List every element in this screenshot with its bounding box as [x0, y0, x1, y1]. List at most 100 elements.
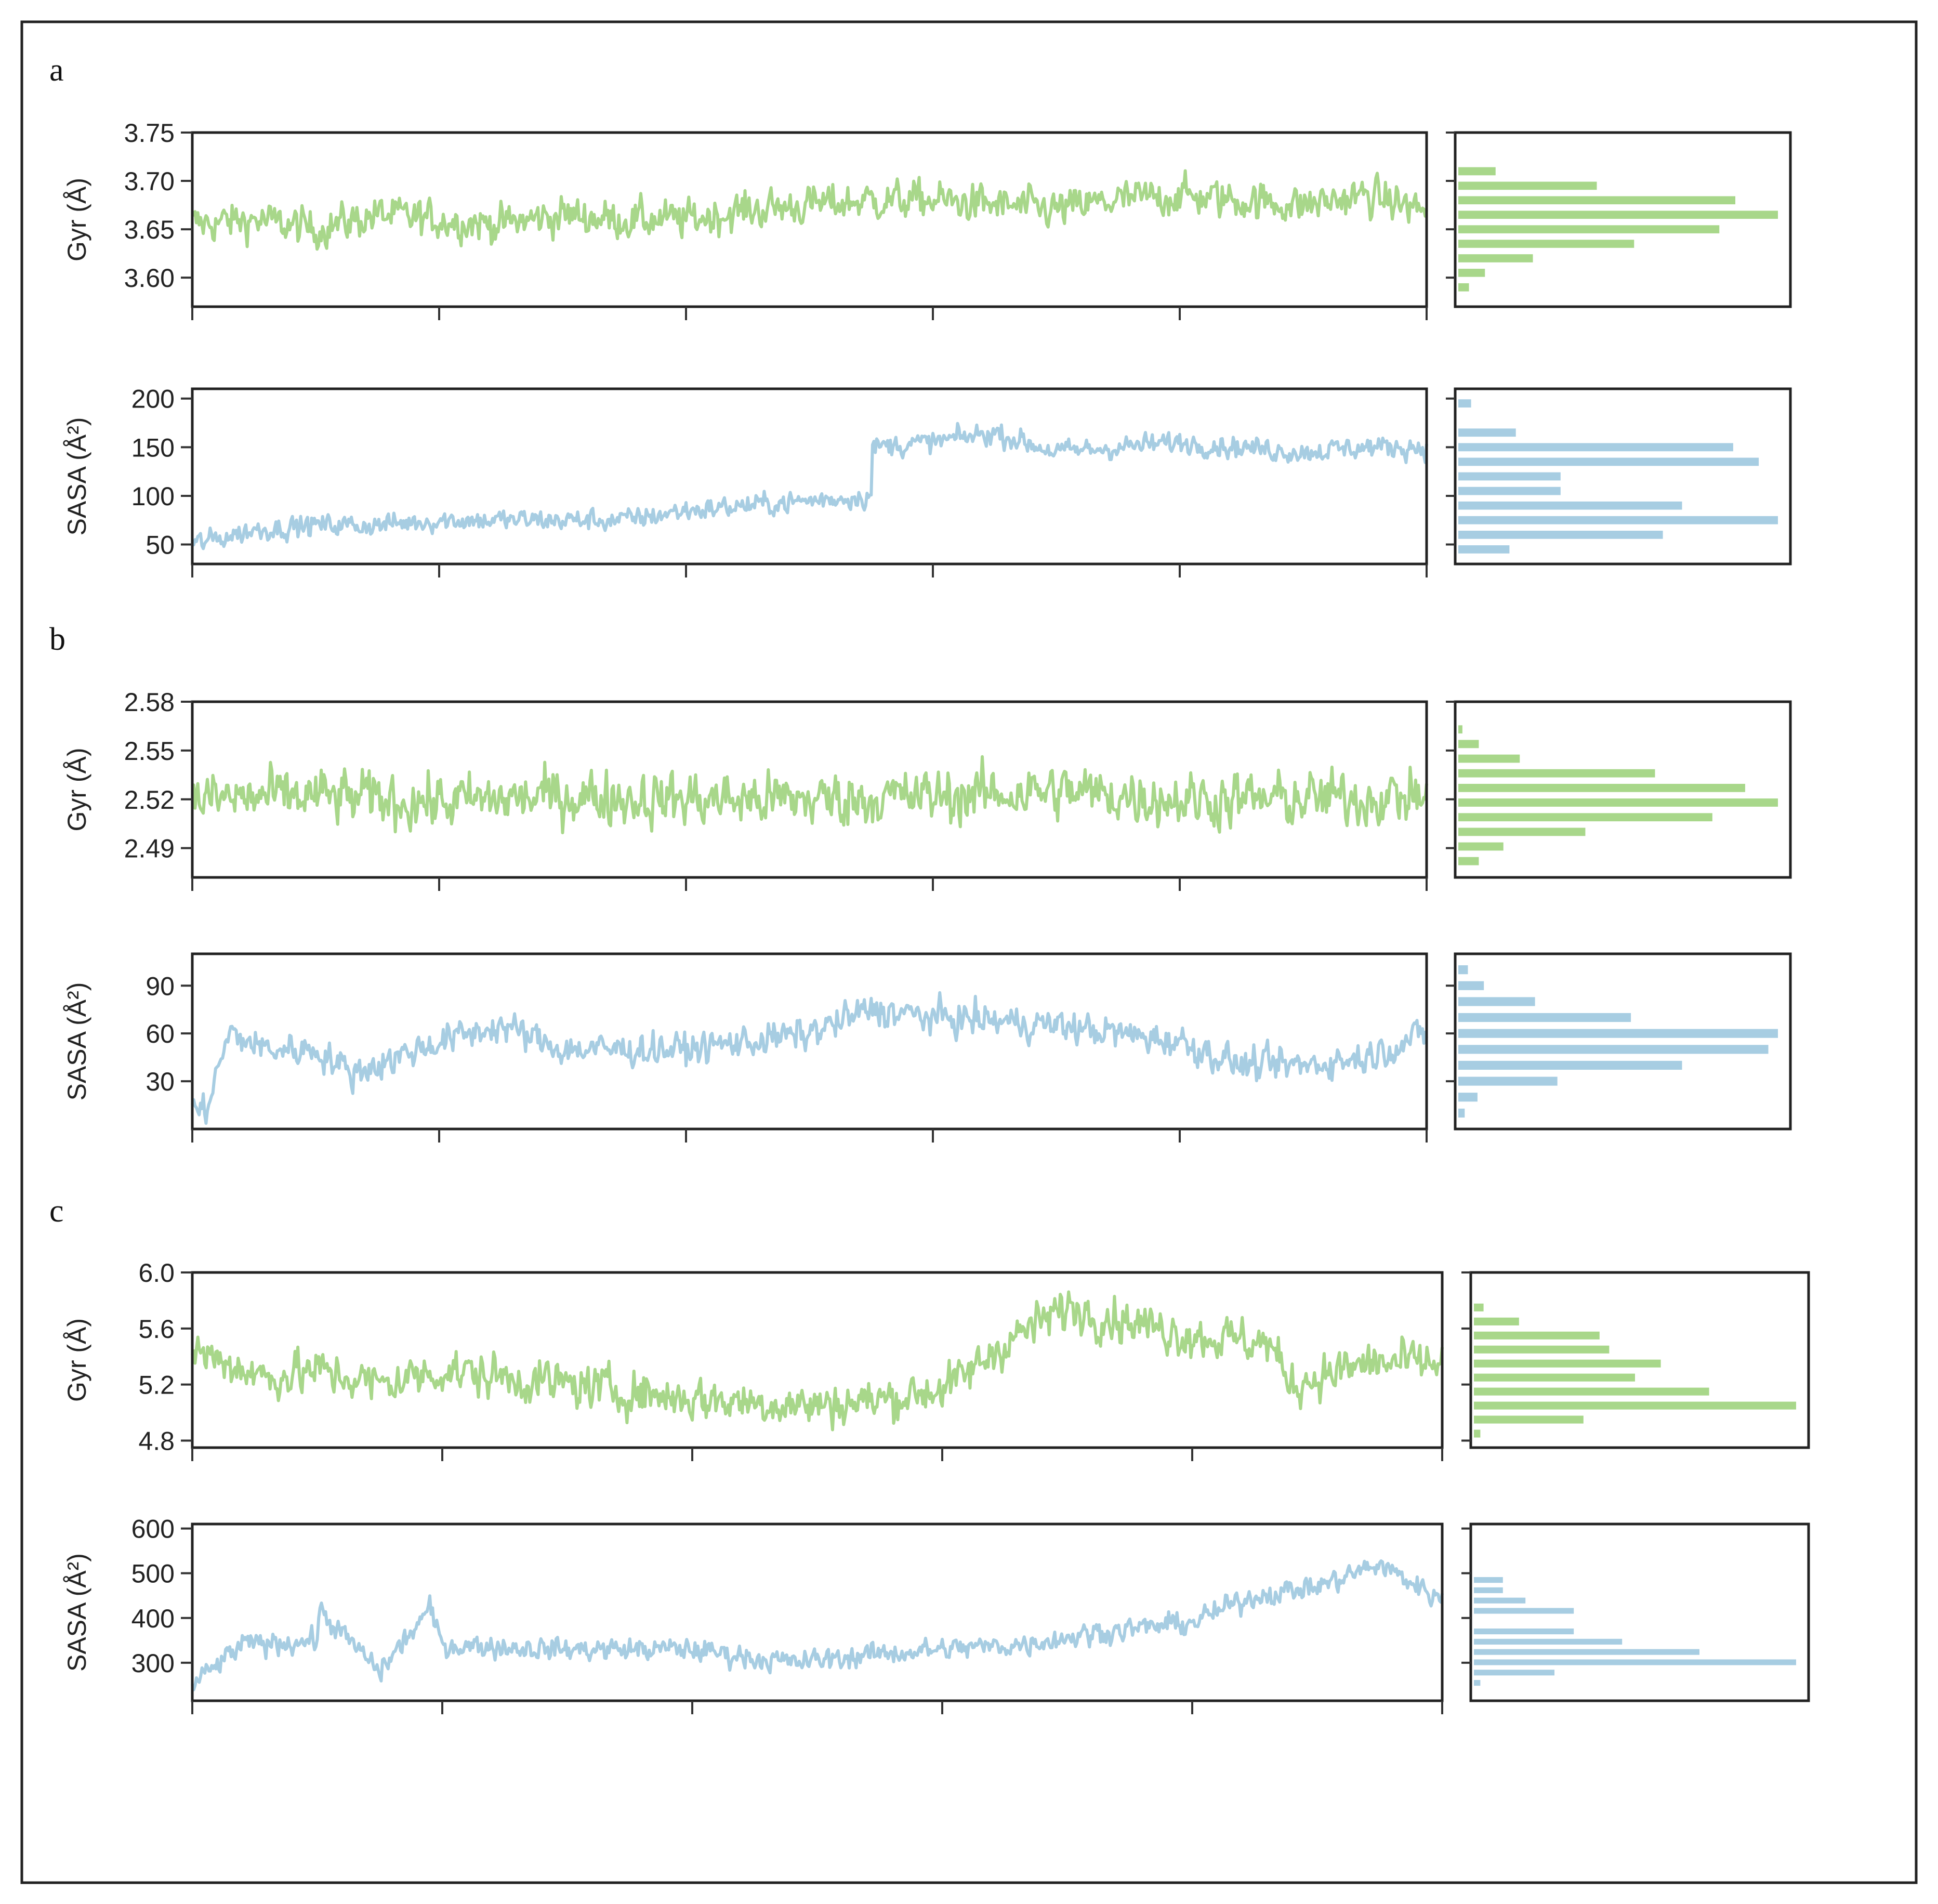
hist-bar-b-gyr-1	[1458, 842, 1504, 851]
y-tick-label-b-gyr-1: 2.52	[124, 785, 175, 815]
plot-frame-a-gyr	[191, 131, 1428, 308]
hist-bar-a-sasa-4	[1458, 487, 1561, 495]
trace-c-gyr	[191, 1290, 1444, 1432]
hist-bar-a-gyr-0	[1458, 283, 1469, 292]
hist-bar-a-gyr-7	[1458, 181, 1597, 190]
hist-frame-c-gyr	[1469, 1271, 1810, 1449]
y-tick-label-c-gyr-0: 4.8	[138, 1427, 175, 1456]
panel-label-b: b	[49, 622, 65, 657]
hist-bar-c-sasa-7	[1474, 1608, 1574, 1614]
hist-bar-a-sasa-3	[1458, 501, 1682, 510]
hist-bar-b-sasa-7	[1458, 997, 1535, 1006]
hist-bar-b-sasa-4	[1458, 1045, 1769, 1054]
hist-bar-b-gyr-9	[1458, 725, 1462, 734]
hist-bar-b-sasa-5	[1458, 1029, 1778, 1038]
chart-a-gyr: 3.60 3.65 3.70 3.75 Gyr (Å)	[62, 119, 1792, 320]
hist-bar-a-sasa-5	[1458, 472, 1561, 481]
hist-bar-c-sasa-1	[1474, 1670, 1554, 1676]
y-axis-label-a-gyr: Gyr (Å)	[62, 178, 91, 261]
trace-a-gyr	[191, 169, 1428, 251]
hist-bar-c-gyr-9	[1474, 1303, 1484, 1311]
hist-bar-a-gyr-6	[1458, 196, 1735, 205]
hist-bar-c-gyr-3	[1474, 1387, 1709, 1396]
y-tick-label-b-gyr-0: 2.49	[124, 834, 175, 863]
hist-frame-b-sasa	[1454, 952, 1792, 1131]
hist-bar-b-gyr-5	[1458, 783, 1745, 792]
hist-bar-a-gyr-4	[1458, 225, 1720, 233]
hist-bar-c-sasa-3	[1474, 1649, 1699, 1655]
hist-bar-a-sasa-10	[1458, 399, 1471, 408]
hist-frame-c-sasa	[1469, 1522, 1810, 1702]
y-tick-label-b-gyr-3: 2.58	[124, 688, 175, 717]
hist-bar-b-sasa-9	[1458, 965, 1468, 975]
hist-bar-c-sasa-9	[1474, 1587, 1503, 1593]
hist-bar-a-gyr-8	[1458, 167, 1496, 176]
y-axis-label-a-sasa: SASA (Å²)	[62, 417, 91, 536]
chart-b-sasa: 30 60 90 SASA (Å²)	[62, 952, 1792, 1143]
hist-bar-b-gyr-4	[1458, 798, 1778, 807]
y-tick-label-a-gyr-2: 3.70	[124, 167, 175, 196]
plot-frame-c-sasa	[191, 1522, 1444, 1702]
trace-b-gyr	[191, 755, 1428, 834]
hist-bar-b-sasa-0	[1458, 1108, 1465, 1118]
chart-a-sasa: 50 100 150 200 SASA (Å²)	[62, 385, 1792, 577]
y-axis-label-c-sasa: SASA (Å²)	[62, 1553, 91, 1672]
hist-bar-b-gyr-0	[1458, 857, 1479, 865]
plot-frame-a-sasa	[191, 387, 1428, 566]
y-tick-label-a-sasa-1: 100	[131, 482, 175, 511]
hist-bar-c-gyr-7	[1474, 1331, 1600, 1340]
hist-bar-a-sasa-7	[1458, 443, 1733, 452]
y-tick-label-c-gyr-2: 5.6	[138, 1315, 175, 1344]
hist-bar-b-sasa-1	[1458, 1093, 1478, 1102]
hist-bar-a-gyr-2	[1458, 254, 1533, 262]
hist-bar-a-sasa-8	[1458, 428, 1516, 437]
trace-c-sasa	[191, 1559, 1444, 1691]
y-tick-label-a-gyr-1: 3.65	[124, 215, 175, 244]
y-tick-label-b-sasa-1: 60	[146, 1019, 175, 1048]
y-tick-label-a-sasa-3: 200	[131, 385, 175, 414]
y-tick-label-a-gyr-3: 3.75	[124, 119, 175, 148]
plot-frame-c-gyr	[191, 1271, 1444, 1449]
plot-frame-b-gyr	[191, 700, 1428, 879]
hist-frame-b-gyr	[1454, 700, 1792, 879]
y-tick-label-c-gyr-1: 5.2	[138, 1371, 175, 1400]
hist-bar-b-sasa-3	[1458, 1060, 1682, 1070]
hist-bar-c-gyr-0	[1474, 1429, 1481, 1438]
trace-b-sasa	[191, 991, 1428, 1125]
hist-bar-c-sasa-8	[1474, 1597, 1526, 1604]
hist-bar-b-sasa-6	[1458, 1013, 1631, 1022]
chart-c-sasa: 300 400 500 600 SASA (Å²)	[62, 1515, 1810, 1714]
y-tick-label-c-sasa-2: 500	[131, 1559, 175, 1588]
hist-bar-c-sasa-4	[1474, 1638, 1623, 1645]
hist-bar-b-gyr-3	[1458, 813, 1712, 822]
hist-bar-c-gyr-8	[1474, 1317, 1519, 1325]
hist-bar-a-sasa-2	[1458, 516, 1778, 524]
hist-bar-a-sasa-6	[1458, 457, 1759, 466]
hist-bar-c-sasa-10	[1474, 1577, 1503, 1583]
chart-c-gyr: 4.8 5.2 5.6 6.0 Gyr (Å)	[62, 1258, 1810, 1461]
hist-bar-b-gyr-2	[1458, 828, 1586, 836]
y-tick-label-c-sasa-3: 600	[131, 1515, 175, 1544]
hist-bar-c-gyr-5	[1474, 1359, 1661, 1368]
hist-bar-a-gyr-5	[1458, 211, 1778, 219]
hist-bar-a-sasa-1	[1458, 530, 1663, 539]
hist-bar-b-gyr-8	[1458, 740, 1479, 749]
y-tick-label-a-gyr-0: 3.60	[124, 264, 175, 293]
hist-bar-b-gyr-6	[1458, 769, 1655, 778]
hist-bar-c-gyr-2	[1474, 1401, 1796, 1410]
hist-bar-b-sasa-2	[1458, 1076, 1558, 1086]
y-tick-label-b-gyr-2: 2.55	[124, 737, 175, 766]
hist-bar-a-gyr-1	[1458, 269, 1485, 277]
trace-a-sasa	[191, 422, 1428, 550]
panel-label-c: c	[49, 1193, 64, 1229]
charts-layer: 3.60 3.65 3.70 3.75 Gyr (Å) 50 100 150 200 SASA (…	[62, 119, 1810, 1714]
chart-b-gyr: 2.49 2.52 2.55 2.58 Gyr (Å)	[62, 688, 1792, 891]
y-axis-label-b-gyr: Gyr (Å)	[62, 747, 91, 831]
hist-bar-c-gyr-4	[1474, 1373, 1635, 1382]
y-tick-label-b-sasa-0: 30	[146, 1067, 175, 1096]
y-tick-label-a-sasa-2: 150	[131, 433, 175, 462]
hist-bar-c-gyr-1	[1474, 1415, 1584, 1424]
y-tick-label-a-sasa-0: 50	[146, 531, 175, 560]
